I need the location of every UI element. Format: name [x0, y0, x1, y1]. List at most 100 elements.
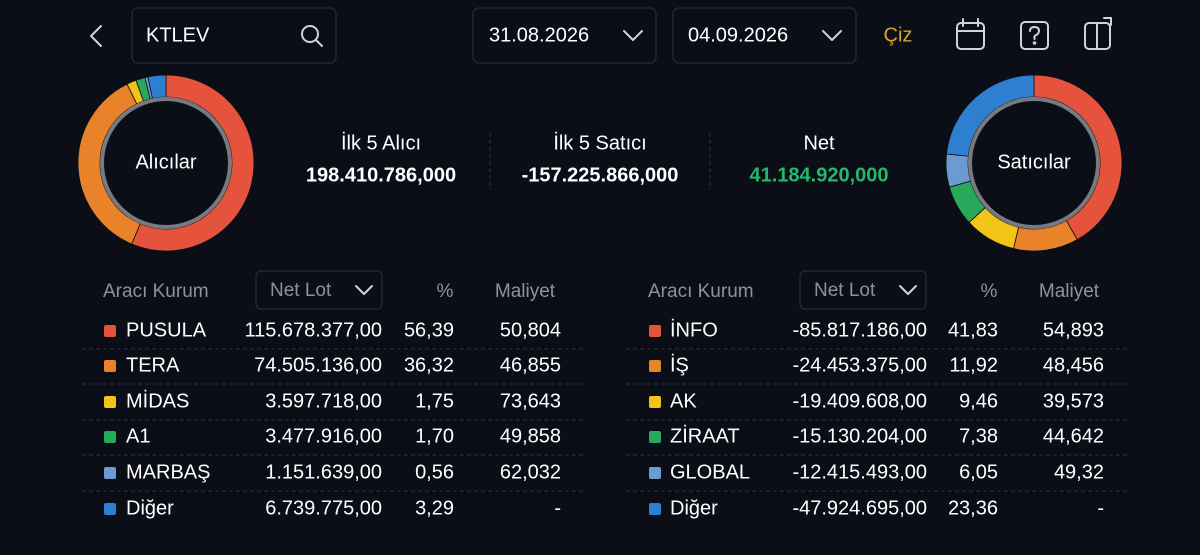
- net-lot: 74.505.136,00: [254, 354, 382, 376]
- net-lot: -19.409.608,00: [792, 390, 927, 412]
- donut-label: Alıcılar: [135, 151, 196, 173]
- net-lot: -24.453.375,00: [792, 354, 927, 376]
- net-lot: 1.151.639,00: [265, 461, 382, 483]
- legend-swatch: [104, 503, 116, 515]
- dropdown-icon: [822, 30, 842, 41]
- percent: 41,83: [948, 319, 998, 341]
- net-lot-dropdown[interactable]: [255, 270, 383, 310]
- percent: 1,75: [415, 390, 454, 412]
- broker-name: PUSULA: [126, 319, 207, 341]
- donut-segment: [945, 153, 972, 188]
- search-query: KTLEV: [146, 24, 210, 46]
- dropdown-icon: [355, 285, 373, 295]
- net-lot: 3.597.718,00: [265, 390, 382, 412]
- net-lot: 115.678.377,00: [244, 319, 382, 341]
- legend-swatch: [104, 431, 116, 443]
- net-lot: -12.415.493,00: [792, 461, 927, 483]
- legend-swatch: [104, 360, 116, 372]
- summary-value: -157.225.866,000: [522, 164, 679, 186]
- percent: 7,38: [959, 425, 998, 447]
- summary-label: Net: [803, 132, 835, 154]
- donut-inner-ring: [100, 97, 232, 229]
- percent: 9,46: [959, 390, 998, 412]
- broker-name: GLOBAL: [670, 461, 750, 483]
- legend-swatch: [104, 467, 116, 479]
- summary-value: 198.410.786,000: [306, 164, 456, 186]
- net-lot: -15.130.204,00: [792, 425, 927, 447]
- donut-segment: [946, 74, 1035, 157]
- broker-name: MİDAS: [126, 389, 189, 412]
- broker-name: AK: [670, 390, 697, 412]
- cost: -: [1097, 497, 1104, 519]
- cost: 62,032: [500, 461, 561, 483]
- cost: 46,855: [500, 354, 561, 376]
- search-box[interactable]: [131, 7, 337, 64]
- broker-name: Diğer: [126, 497, 174, 519]
- broker-name: İNFO: [670, 318, 718, 341]
- help-icon[interactable]: [1020, 21, 1049, 50]
- legend-swatch: [649, 360, 661, 372]
- broker-name: A1: [126, 425, 150, 447]
- cost: 49,858: [500, 425, 561, 447]
- back-button[interactable]: [90, 25, 102, 47]
- cost: 73,643: [500, 390, 561, 412]
- broker-name: MARBAŞ: [126, 461, 210, 483]
- end-date: 04.09.2026: [688, 24, 788, 46]
- column-header: Maliyet: [495, 281, 556, 302]
- summary-label: İlk 5 Alıcı: [341, 131, 421, 154]
- end-date-dropdown[interactable]: [672, 7, 857, 64]
- percent: 3,29: [415, 497, 454, 519]
- percent: 0,56: [415, 461, 454, 483]
- legend-swatch: [649, 503, 661, 515]
- calendar-icon[interactable]: [956, 18, 985, 50]
- net-lot-dropdown[interactable]: [799, 270, 927, 310]
- net-lot: 3.477.916,00: [265, 425, 382, 447]
- donut-segment: [131, 74, 255, 252]
- legend-swatch: [104, 325, 116, 337]
- percent: 56,39: [404, 319, 454, 341]
- column-header: Maliyet: [1039, 281, 1100, 302]
- net-lot: 6.739.775,00: [265, 497, 382, 519]
- start-date: 31.08.2026: [489, 24, 589, 46]
- layout-icon[interactable]: [1084, 17, 1112, 50]
- dropdown-icon: [623, 30, 643, 41]
- cost: 39,573: [1043, 390, 1104, 412]
- cost: 49,32: [1054, 461, 1104, 483]
- donut-label: Satıcılar: [997, 151, 1071, 173]
- percent: 1,70: [415, 425, 454, 447]
- cost: 44,642: [1043, 425, 1104, 447]
- column-header: Net Lot: [814, 280, 876, 301]
- column-header: Aracı Kurum: [648, 281, 754, 302]
- percent: 23,36: [948, 497, 998, 519]
- donut-segment: [147, 74, 167, 99]
- broker-name: İŞ: [670, 353, 689, 376]
- start-date-dropdown[interactable]: [472, 7, 657, 64]
- percent: 36,32: [404, 354, 454, 376]
- column-header: Aracı Kurum: [103, 281, 209, 302]
- percent: 11,92: [949, 354, 998, 376]
- cost: 48,456: [1043, 354, 1104, 376]
- legend-swatch: [649, 325, 661, 337]
- column-header: Net Lot: [270, 280, 332, 301]
- cost: 54,893: [1043, 319, 1104, 341]
- summary-label: İlk 5 Satıcı: [553, 131, 646, 154]
- dropdown-icon: [899, 285, 917, 295]
- net-lot: -85.817.186,00: [792, 319, 927, 341]
- legend-swatch: [649, 467, 661, 479]
- broker-name: TERA: [126, 354, 180, 376]
- cost: 50,804: [500, 319, 561, 341]
- broker-name: Diğer: [670, 497, 718, 519]
- legend-swatch: [649, 431, 661, 443]
- column-header: %: [981, 281, 998, 302]
- percent: 6,05: [959, 461, 998, 483]
- net-lot: -47.924.695,00: [792, 497, 927, 519]
- search-icon[interactable]: [301, 25, 323, 47]
- broker-name: ZİRAAT: [670, 424, 740, 447]
- draw-button[interactable]: Çiz: [884, 24, 913, 46]
- legend-swatch: [649, 396, 661, 408]
- legend-swatch: [104, 396, 116, 408]
- donut-inner-ring: [968, 97, 1100, 229]
- summary-value: 41.184.920,000: [749, 164, 888, 186]
- column-header: %: [437, 281, 454, 302]
